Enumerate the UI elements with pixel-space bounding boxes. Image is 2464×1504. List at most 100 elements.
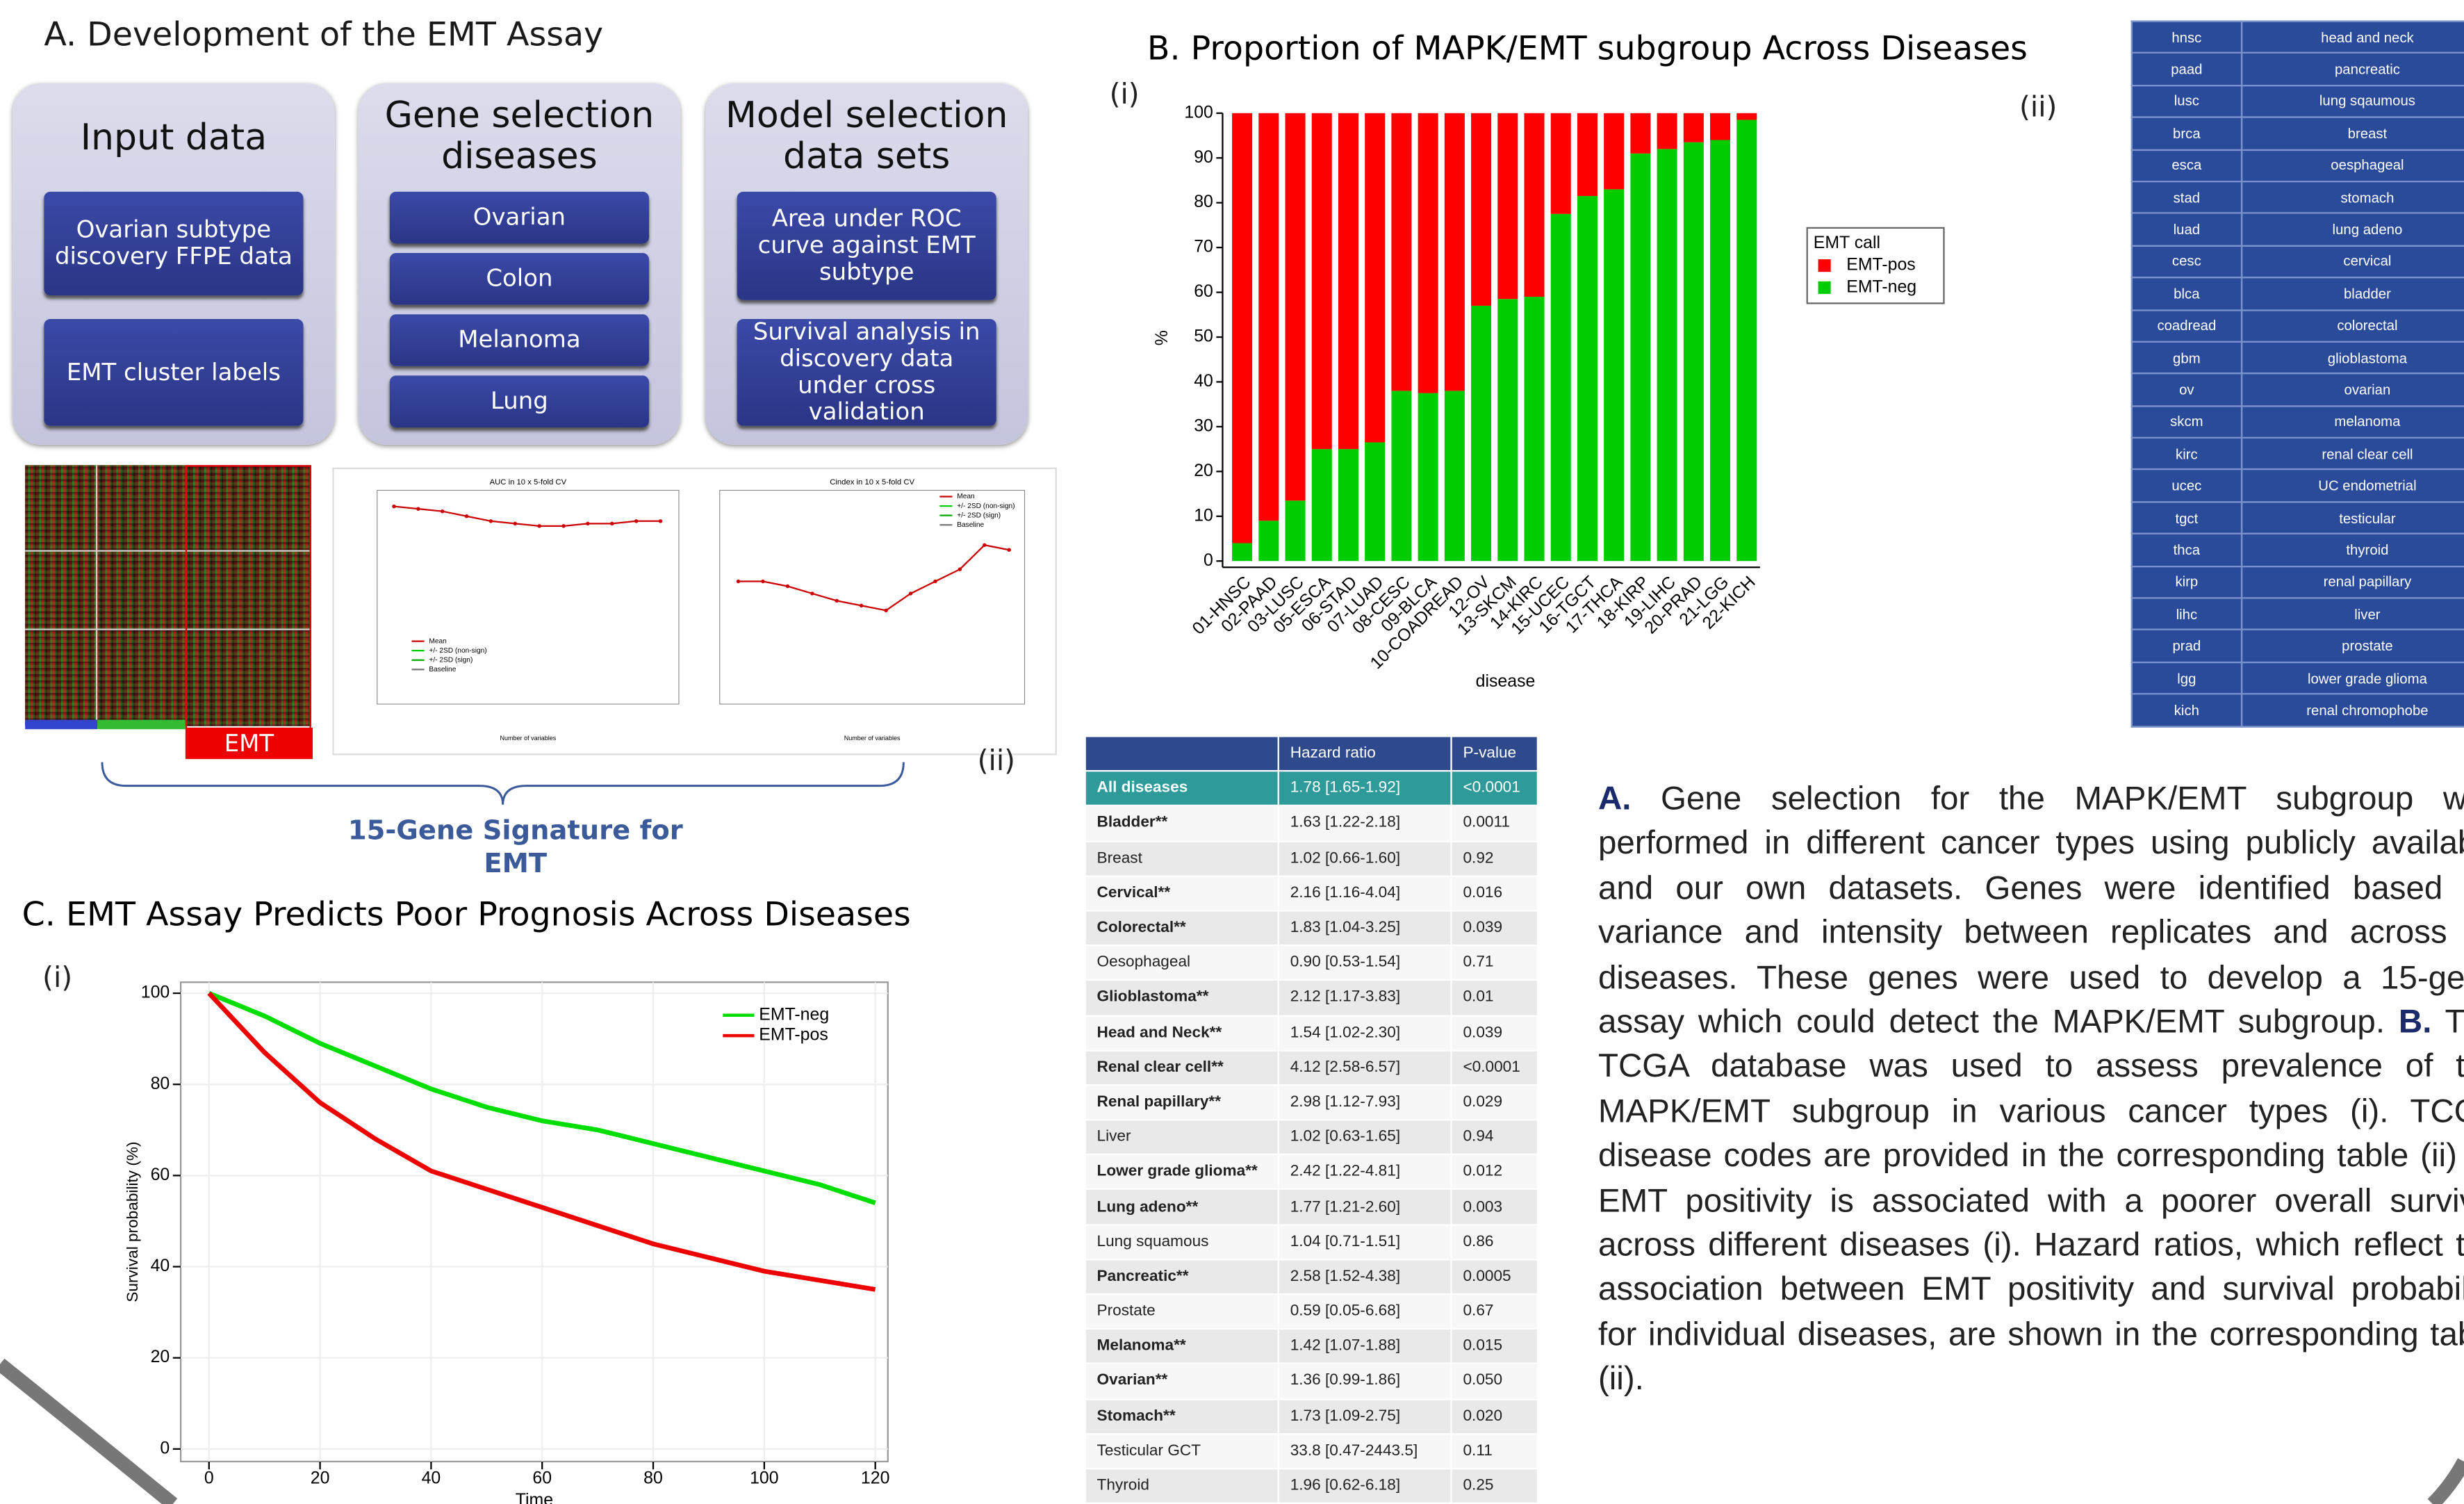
point	[561, 524, 566, 528]
description-label: B.	[2398, 1004, 2432, 1040]
table-cell: coadread	[2130, 309, 2243, 343]
bar-segment	[1471, 113, 1492, 306]
table-cell: luad	[2130, 213, 2243, 247]
table-cell: 0.25	[1450, 1467, 1539, 1504]
plot-frame	[332, 467, 1057, 755]
table-cell: breast	[2240, 116, 2464, 151]
table-cell: 2.16 [1.16-4.04]	[1277, 874, 1452, 912]
panel-item: Survival analysis in discovery data unde…	[737, 318, 996, 426]
plot-frame	[719, 489, 1026, 705]
table-cell: lihc	[2130, 597, 2243, 631]
table-row: Cervical** 2.16 [1.16-4.04] 0.016	[1084, 874, 1539, 912]
table-row: Bladder** 1.63 [1.22-2.18] 0.0011	[1084, 805, 1539, 842]
table-cell: Prostate	[1084, 1293, 1279, 1330]
legend-label: Baseline	[429, 666, 456, 673]
table-cell: 2.12 [1.17-3.83]	[1277, 979, 1452, 1016]
point	[416, 507, 420, 511]
table-row: skcm melanoma	[2130, 404, 2464, 439]
y-axis-label: %	[1152, 330, 1172, 345]
legend-label: Mean	[957, 493, 974, 500]
table-cell: lgg	[2130, 661, 2243, 695]
table-cell: Stomach**	[1084, 1398, 1279, 1434]
table-cell: glioblastoma	[2240, 341, 2464, 375]
panel-heading: Gene selection diseases	[384, 95, 655, 178]
y-tick-label: 30	[1194, 416, 1213, 435]
legend-label: Mean	[429, 637, 446, 645]
table-row: Lung squamous 1.04 [0.71-1.51] 0.86	[1084, 1223, 1539, 1261]
table-cell: 1.42 [1.07-1.88]	[1277, 1328, 1452, 1365]
y-tick-label: 20	[1194, 461, 1213, 480]
table-cell: <0.0001	[1450, 1049, 1539, 1086]
legend-label: EMT-pos	[1846, 255, 1915, 275]
table-row: stad stomach	[2130, 180, 2464, 215]
bar-segment	[1311, 449, 1332, 562]
table-cell: Renal clear cell**	[1084, 1049, 1279, 1086]
bar-segment	[1418, 113, 1438, 393]
table-row: Stomach** 1.73 [1.09-2.75] 0.020	[1084, 1398, 1539, 1434]
bar-segment	[1471, 305, 1492, 562]
point	[392, 504, 396, 509]
table-row: Melanoma** 1.42 [1.07-1.88] 0.015	[1084, 1328, 1539, 1365]
point	[1007, 548, 1011, 552]
legend-swatch	[1818, 281, 1831, 294]
y-tick-label: 90	[1194, 147, 1213, 167]
table-cell: 0.59 [0.05-6.68]	[1277, 1293, 1452, 1330]
bar-segment	[1710, 140, 1731, 562]
table-cell: cervical	[2240, 245, 2464, 279]
x-tick-label: 60	[532, 1468, 552, 1487]
bar-segment	[1232, 113, 1253, 543]
point	[586, 521, 590, 526]
table-row: brca breast	[2130, 116, 2464, 151]
y-tick-label: 80	[1194, 192, 1213, 211]
legend-label: EMT-pos	[759, 1025, 828, 1045]
table-cell: All diseases	[1084, 770, 1279, 807]
table-row: Thyroid 1.96 [0.62-6.18] 0.25	[1084, 1467, 1539, 1504]
table-cell: ov	[2130, 373, 2243, 407]
panel-heading: Model selection data sets	[725, 95, 1008, 178]
table-cell: stomach	[2240, 180, 2464, 215]
section-title: A. Development of the EMT Assay	[44, 15, 604, 54]
heatmap-texture	[25, 465, 311, 726]
x-tick-label: 20	[311, 1468, 330, 1487]
chart-title: Cindex in 10 x 5-fold CV	[830, 478, 914, 487]
point	[761, 579, 765, 584]
table-cell: 0.012	[1450, 1154, 1539, 1191]
point	[810, 591, 814, 596]
table-cell: lung adeno	[2240, 213, 2464, 247]
table-cell: 0.003	[1450, 1188, 1539, 1225]
point	[440, 509, 445, 514]
y-tick-label: 10	[1194, 505, 1213, 525]
point	[513, 521, 518, 526]
table-cell: prad	[2130, 629, 2243, 663]
table-cell: 0.016	[1450, 874, 1539, 912]
table-row: kich renal chromophobe	[2130, 693, 2464, 728]
table-row: blca bladder	[2130, 277, 2464, 311]
point	[610, 521, 614, 526]
panel-item: EMT cluster labels	[44, 319, 304, 426]
table-cell: 0.67	[1450, 1293, 1539, 1330]
table-cell: 2.42 [1.22-4.81]	[1277, 1154, 1452, 1191]
x-axis-label: disease	[1476, 671, 1536, 691]
table-cell: oesphageal	[2240, 148, 2464, 183]
description-text: The TCGA database was used to assess pre…	[1598, 1004, 2464, 1175]
strip	[97, 719, 186, 730]
y-axis-label: Survival probability (%)	[124, 1141, 141, 1302]
table-cell: 0.94	[1450, 1119, 1539, 1156]
table-row: lihc liver	[2130, 597, 2464, 631]
table-row: Prostate 0.59 [0.05-6.68] 0.67	[1084, 1293, 1539, 1330]
header-row: Hazard ratio P-value	[1084, 735, 1539, 772]
bar-segment	[1577, 113, 1598, 197]
bar-segment	[1391, 391, 1412, 562]
bar-segment	[1657, 113, 1677, 149]
divider	[95, 465, 98, 726]
bar-segment	[1258, 113, 1279, 521]
table-row: Oesophageal 0.90 [0.53-1.54] 0.71	[1084, 945, 1539, 981]
x-tick-label: 100	[750, 1468, 778, 1487]
header-cell: Hazard ratio	[1277, 735, 1452, 772]
y-tick-label: 40	[1194, 371, 1213, 391]
table-row: Renal papillary** 2.98 [1.12-7.93] 0.029	[1084, 1084, 1539, 1121]
y-tick-label: 70	[1194, 237, 1213, 256]
x-tick-label: 80	[643, 1468, 663, 1487]
